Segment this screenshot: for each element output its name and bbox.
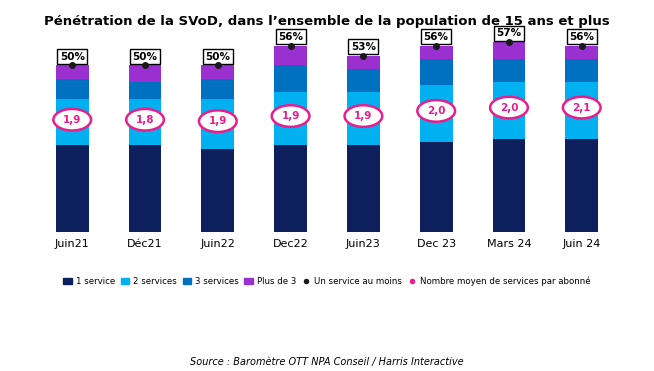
Text: 56%: 56% (424, 32, 449, 42)
Text: 53%: 53% (351, 42, 376, 52)
Bar (201, 66, 234, 79)
Bar (565, 46, 598, 59)
Bar (492, 59, 525, 82)
Bar (56, 145, 89, 232)
Bar (129, 145, 162, 232)
Text: 1,9: 1,9 (209, 116, 227, 126)
Bar (420, 142, 453, 232)
Bar (56, 99, 89, 145)
Bar (274, 145, 307, 232)
Bar (129, 99, 162, 145)
Bar (492, 82, 525, 139)
Ellipse shape (126, 109, 164, 131)
Ellipse shape (199, 111, 237, 132)
Bar (565, 139, 598, 232)
Bar (347, 69, 380, 92)
Text: 1,9: 1,9 (63, 115, 82, 125)
Bar (274, 66, 307, 92)
Bar (420, 85, 453, 142)
Bar (274, 92, 307, 145)
Ellipse shape (563, 97, 600, 118)
Ellipse shape (54, 109, 91, 131)
Text: 50%: 50% (60, 52, 85, 62)
Bar (56, 79, 89, 99)
Bar (420, 59, 453, 85)
Bar (201, 149, 234, 232)
Text: 50%: 50% (133, 52, 158, 62)
Text: 2,1: 2,1 (572, 102, 591, 112)
Bar (492, 139, 525, 232)
Ellipse shape (272, 105, 309, 127)
Bar (347, 92, 380, 145)
Text: Source : Baromètre OTT NPA Conseil / Harris Interactive: Source : Baromètre OTT NPA Conseil / Har… (190, 357, 464, 367)
Text: 1,8: 1,8 (136, 115, 154, 125)
Text: 2,0: 2,0 (427, 106, 445, 116)
Ellipse shape (417, 100, 455, 122)
Bar (201, 79, 234, 99)
Text: 2,0: 2,0 (500, 102, 518, 112)
Bar (347, 56, 380, 69)
Bar (129, 66, 162, 82)
Bar (201, 99, 234, 149)
Bar (565, 82, 598, 139)
Bar (347, 145, 380, 232)
Text: 56%: 56% (569, 32, 594, 42)
Text: 50%: 50% (205, 52, 230, 62)
Title: Pénétration de la SVoD, dans l’ensemble de la population de 15 ans et plus: Pénétration de la SVoD, dans l’ensemble … (44, 15, 610, 28)
Text: 56%: 56% (278, 32, 303, 42)
Bar (492, 42, 525, 59)
Text: 57%: 57% (496, 28, 521, 38)
Bar (56, 66, 89, 79)
Ellipse shape (490, 97, 528, 118)
Bar (420, 46, 453, 59)
Bar (129, 82, 162, 99)
Ellipse shape (345, 105, 382, 127)
Legend: 1 service, 2 services, 3 services, Plus de 3, Un service au moins, Nombre moyen : 1 service, 2 services, 3 services, Plus … (60, 273, 594, 289)
Bar (274, 46, 307, 66)
Text: 1,9: 1,9 (281, 111, 300, 121)
Bar (565, 59, 598, 82)
Text: 1,9: 1,9 (354, 111, 373, 121)
